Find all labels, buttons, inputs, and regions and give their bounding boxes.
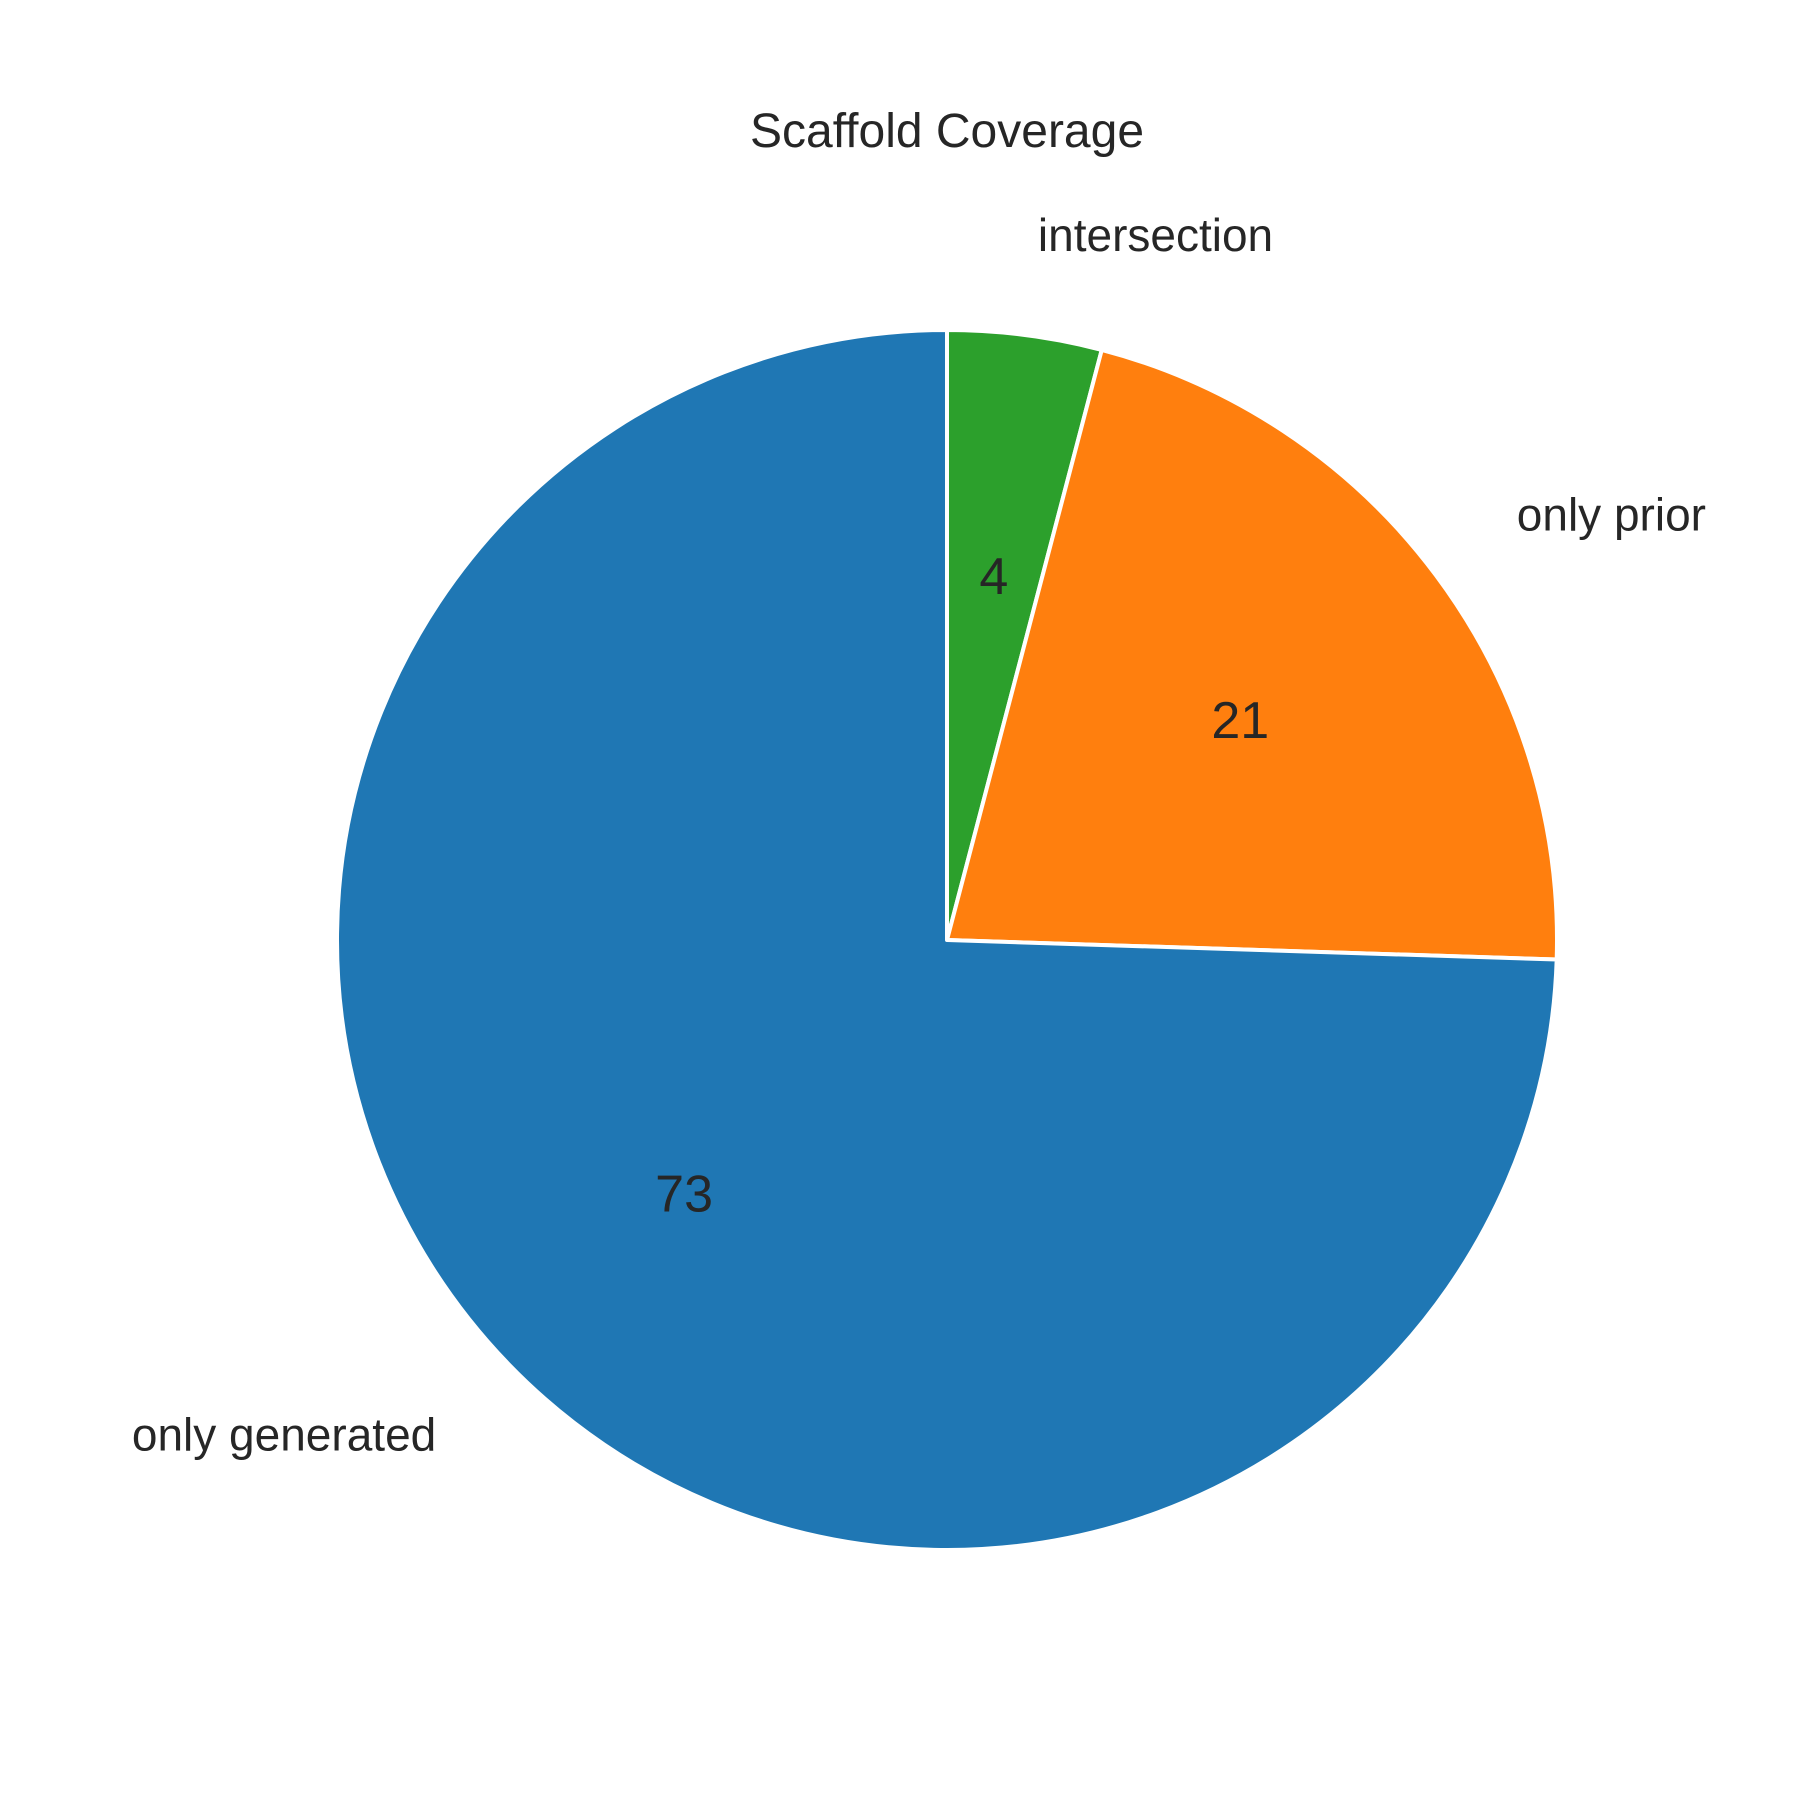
slice-label-only-prior: only prior xyxy=(1517,489,1706,541)
pie-slice-only-generated xyxy=(335,328,1559,1552)
value-labels: 4 21 73 xyxy=(655,548,1269,1224)
slice-labels: intersection only prior only generated xyxy=(132,209,1706,1461)
slice-label-only-generated: only generated xyxy=(132,1409,436,1461)
slice-label-intersection: intersection xyxy=(1038,209,1273,261)
pie-wedges xyxy=(335,328,1560,1552)
chart-title: Scaffold Coverage xyxy=(750,105,1144,158)
value-label-only-prior: 21 xyxy=(1211,692,1269,750)
value-label-only-generated: 73 xyxy=(655,1166,713,1224)
value-label-intersection: 4 xyxy=(979,548,1008,606)
pie-slice-only-prior xyxy=(945,347,1560,962)
